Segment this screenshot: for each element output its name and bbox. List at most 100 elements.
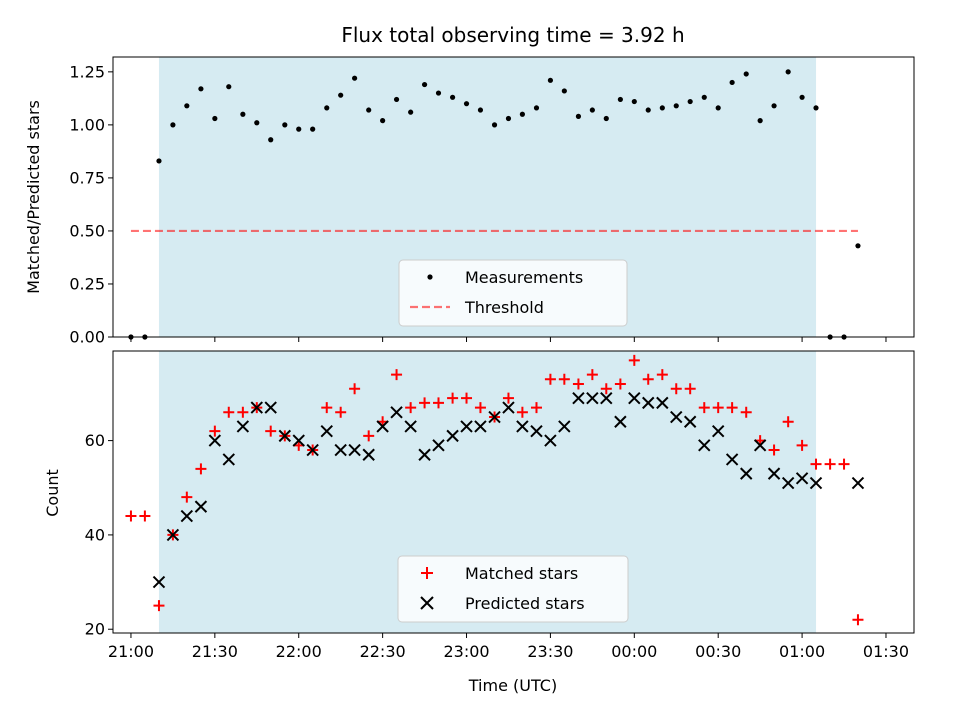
y-tick-label: 20 (85, 620, 105, 639)
matched-star-point (852, 614, 864, 626)
y-tick-label: 0.00 (69, 328, 105, 347)
predicted-star-point (711, 424, 725, 438)
measurement-point (533, 105, 540, 111)
predicted-star-point (642, 396, 655, 410)
predicted-star-point (152, 575, 166, 589)
matched-star-point (572, 378, 584, 390)
predicted-star-point (278, 429, 292, 443)
matched-star-point (419, 397, 431, 409)
measurement-point (561, 88, 567, 94)
matched-star-point (405, 402, 417, 414)
matched-star-point (447, 392, 459, 404)
matched-star-point (782, 416, 794, 428)
matched-star-point (474, 402, 486, 414)
measurement-point (855, 243, 861, 249)
predicted-star-point (208, 434, 222, 447)
matched-star-point (810, 458, 822, 470)
predicted-star-point (180, 509, 194, 523)
y-tick-label: 0.25 (69, 274, 105, 293)
predicted-star-point (264, 401, 277, 414)
y-tick-label: 40 (85, 525, 105, 544)
ratio-y-axis-label: Matched/Predicted stars (24, 100, 43, 294)
measurement-point (673, 103, 679, 109)
matched-star-point (516, 406, 528, 418)
measurement-point (254, 120, 260, 126)
measurement-point (491, 122, 498, 128)
matched-star-point (586, 369, 598, 381)
matched-star-point (726, 402, 738, 414)
legend-predicted-marker (420, 596, 434, 610)
matched-star-point (530, 402, 542, 414)
count-y-axis-label: Count (43, 469, 62, 517)
matched-star-point (684, 383, 696, 395)
count-x-ticks: 21:00 21:30 22:00 22:30 23:00 23:30 00:00 00:30… (108, 633, 909, 661)
measurement-point (519, 111, 525, 117)
measurement-point (449, 94, 456, 100)
predicted-star-point (292, 434, 305, 447)
predicted-star-point (530, 424, 543, 438)
y-tick-label: 1.25 (69, 62, 105, 81)
measurement-point (659, 105, 665, 111)
predicted-star-point (656, 396, 669, 410)
predicted-star-point (418, 448, 431, 461)
x-tick-label: 22:00 (276, 642, 322, 661)
matched-star-point (223, 406, 235, 418)
predicted-star-point (516, 420, 529, 433)
count-panel: 20 40 60 21:00 21:30 22:00 22:30 23:00 23:30 00:… (43, 350, 915, 695)
predicted-star-point (250, 401, 263, 414)
x-tick-label: 22:30 (360, 642, 406, 661)
matched-star-point (195, 463, 207, 475)
x-axis-label: Time (UTC) (468, 676, 557, 695)
measurement-point (547, 77, 554, 83)
measurement-point (813, 105, 819, 111)
count-y-ticks: 20 40 60 (85, 431, 113, 639)
predicted-star-point (362, 448, 375, 461)
measurement-point (282, 122, 288, 128)
predicted-star-point (166, 528, 180, 542)
ratio-axes-frame (112, 56, 915, 338)
measurement-point (715, 105, 721, 111)
matched-star-point (796, 439, 808, 451)
x-tick-label: 00:30 (695, 642, 741, 661)
y-tick-label: 0.75 (69, 168, 105, 187)
predicted-star-point (572, 391, 585, 405)
matched-star-point (363, 430, 375, 442)
measurement-point (240, 111, 246, 117)
predicted-star-point (558, 420, 571, 433)
matched-star-point (544, 373, 556, 385)
matched-star-point (391, 369, 403, 381)
matched-star-point (139, 510, 151, 522)
matched-star-point (335, 406, 347, 418)
predicted-star-point (502, 401, 515, 414)
matched-star-point (153, 600, 165, 612)
x-tick-label: 01:30 (863, 642, 909, 661)
predicted-star-point (334, 443, 347, 457)
predicted-star-point (488, 410, 501, 424)
legend-matched-marker (421, 567, 433, 579)
predicted-star-point (753, 439, 767, 452)
matched-star-point (642, 373, 654, 385)
measurement-point (729, 79, 735, 86)
measurement-point (785, 69, 791, 75)
measurement-point (421, 81, 428, 88)
x-tick-label: 21:30 (192, 642, 238, 661)
chart-title: Flux total observing time = 3.92 h (341, 23, 684, 47)
measurement-point (743, 71, 749, 77)
ratio-panel: 0.00 0.25 0.50 0.75 1.00 1.25 Flux total obse… (24, 23, 915, 347)
predicted-star-point (236, 420, 250, 433)
matched-star-point (740, 406, 752, 418)
y-tick-label: 1.00 (69, 115, 105, 134)
legend-threshold-label: Threshold (464, 298, 544, 317)
ratio-legend-box (398, 259, 628, 327)
matched-star-point (670, 383, 682, 395)
measurement-point (324, 105, 330, 111)
matched-star-point (461, 392, 473, 404)
measurement-point (799, 94, 805, 100)
measurement-point (463, 101, 470, 107)
predicted-star-point (851, 476, 865, 490)
ratio-x-ticks (130, 337, 887, 342)
y-tick-label: 60 (85, 431, 105, 450)
measurement-point (701, 94, 707, 100)
measurement-point (757, 118, 763, 124)
measurement-point (268, 137, 274, 143)
